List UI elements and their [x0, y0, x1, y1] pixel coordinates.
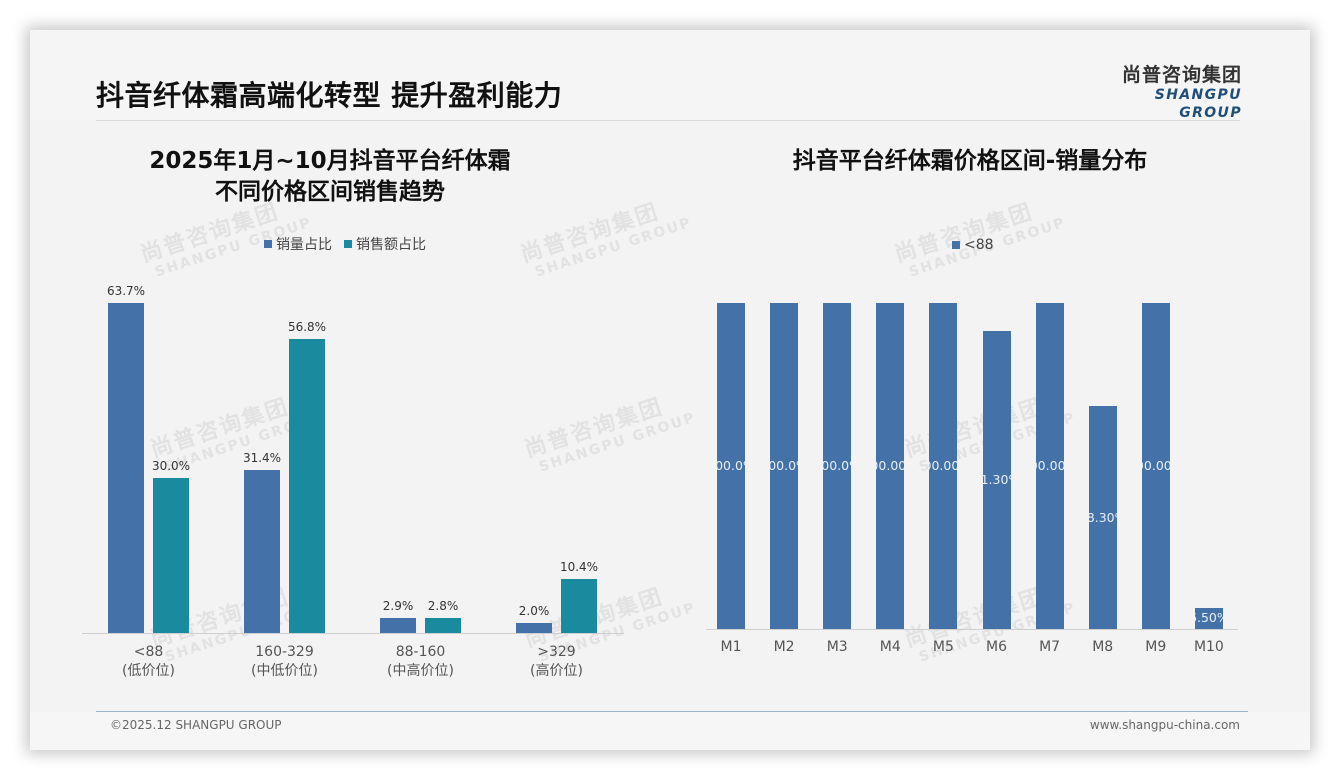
data-label-clip: 100.00% — [1142, 458, 1170, 476]
right-bar-chart: 100.0% M1 100.0% M2 100.0% M3 100.00% M4 100.00%… — [30, 30, 1310, 710]
legend-label: <88 — [964, 237, 994, 253]
bar-sales[interactable] — [153, 477, 189, 633]
header-band — [30, 30, 1310, 120]
bar-lt88[interactable] — [1141, 303, 1170, 629]
category-name: 88-160 — [395, 644, 446, 660]
bar-volume[interactable] — [244, 470, 280, 633]
category-sublabel: (中高价位) — [387, 663, 454, 679]
x-axis-line — [82, 633, 624, 634]
bar-sales[interactable] — [289, 338, 325, 633]
data-label: 10.4% — [559, 560, 599, 575]
data-label: 2.9% — [382, 598, 414, 613]
data-label-clip: 100.0% — [823, 458, 851, 476]
category-sublabel: (高价位) — [530, 663, 583, 679]
legend-swatch-icon — [952, 241, 960, 249]
data-label-clip: 91.30% — [983, 472, 1011, 490]
data-label: 30.0% — [151, 458, 191, 473]
bar-volume[interactable] — [516, 622, 552, 633]
footer-copyright: ©2025.12 SHANGPU GROUP — [110, 718, 282, 732]
data-label: 100.0% — [770, 458, 798, 473]
bar-lt88[interactable] — [770, 303, 799, 629]
bar-volume[interactable] — [108, 303, 144, 633]
data-label: 68.30% — [1088, 509, 1117, 525]
footer-website: www.shangpu-china.com — [1089, 718, 1240, 732]
data-label: 100.0% — [823, 458, 851, 473]
category-name: 160-329 — [255, 644, 314, 660]
bar-lt88[interactable] — [823, 303, 852, 629]
x-axis-category-label: M6 — [986, 639, 1007, 655]
bar-lt88[interactable] — [1088, 406, 1117, 629]
legend-item-lt88: <88 — [952, 237, 994, 253]
bar-lt88[interactable] — [1035, 303, 1064, 629]
x-axis-category-label: >329 (高价位) — [497, 643, 617, 681]
bar-volume[interactable] — [380, 617, 416, 633]
data-label-clip: 100.00% — [876, 458, 904, 476]
x-axis-category-label: 160-329 (中低价位) — [225, 643, 345, 681]
category-name: >329 — [537, 644, 576, 660]
x-axis-category-label: M3 — [826, 639, 848, 655]
left-chart-legend: 销量占比 销售额占比 — [264, 234, 426, 254]
data-label: 100.00% — [929, 458, 958, 473]
data-label: 56.8% — [287, 319, 327, 334]
bar-lt88[interactable] — [876, 303, 905, 629]
category-sublabel: (低价位) — [122, 663, 175, 679]
logo-cn: 尚普咨询集团 — [1121, 64, 1242, 86]
data-label: 2.8% — [427, 599, 459, 614]
x-axis-category-label: M8 — [1092, 639, 1114, 655]
x-axis-category-label: M9 — [1145, 639, 1167, 655]
legend-label: 销售额占比 — [356, 237, 426, 253]
x-axis-category-label: <88 (低价位) — [89, 643, 209, 681]
legend-label: 销量占比 — [276, 237, 332, 253]
data-label-clip: 100.0% — [770, 458, 798, 476]
slide: 抖音纤体霜高端化转型 提升盈利能力 尚普咨询集团 SHANGPU GROUP 尚… — [30, 30, 1310, 750]
bar-lt88[interactable] — [1194, 607, 1223, 629]
x-axis-category-label: M4 — [879, 639, 901, 655]
company-logo: 尚普咨询集团 SHANGPU GROUP — [1088, 64, 1242, 122]
bar-sales[interactable] — [561, 579, 597, 633]
data-label: 100.00% — [876, 458, 905, 473]
data-label: 91.30% — [982, 472, 1011, 488]
left-chart-title-line2: 不同价格区间销售趋势 — [215, 179, 445, 205]
legend-swatch-icon — [344, 240, 352, 248]
footer-divider — [96, 711, 1248, 712]
data-label: 6.50% — [1195, 610, 1223, 626]
x-axis-category-label: 88-160 (中高价位) — [361, 643, 481, 681]
data-label: 2.0% — [518, 603, 550, 618]
footer-band — [30, 712, 1310, 750]
category-name: <88 — [133, 644, 164, 660]
bar-lt88[interactable] — [717, 303, 745, 629]
bar-lt88[interactable] — [929, 303, 958, 629]
category-sublabel: (中低价位) — [251, 663, 318, 679]
data-label-clip: 100.00% — [1036, 458, 1064, 476]
header-divider — [96, 120, 1240, 121]
data-label-clip: 6.50% — [1195, 610, 1223, 628]
right-chart-title: 抖音平台纤体霜价格区间-销量分布 — [792, 148, 1148, 174]
data-label: 100.00% — [1036, 458, 1064, 473]
left-bar-chart: 63.7% 30.0% <88 (低价位) 31.4% 56.8% 160-329 (中低价位… — [30, 30, 670, 710]
left-chart-title: 2025年1月~10月抖音平台纤体霜 不同价格区间销售趋势 — [120, 146, 540, 208]
legend-item-volume: 销量占比 — [264, 234, 332, 254]
x-axis-category-label: M2 — [773, 639, 795, 655]
x-axis-category-label: M5 — [932, 639, 954, 655]
data-label-clip: 68.30% — [1089, 510, 1117, 528]
bar-lt88[interactable] — [982, 331, 1011, 629]
data-label-clip: 100.0% — [717, 458, 745, 476]
legend-swatch-icon — [264, 240, 272, 248]
data-label: 63.7% — [106, 284, 146, 298]
data-label: 31.4% — [242, 451, 282, 466]
page-title: 抖音纤体霜高端化转型 提升盈利能力 — [96, 79, 563, 112]
x-axis-category-label: M7 — [1039, 639, 1061, 655]
legend-item-sales: 销售额占比 — [344, 234, 426, 254]
bar-sales[interactable] — [425, 618, 461, 633]
x-axis-category-label: M1 — [720, 639, 742, 655]
right-chart-legend: <88 — [952, 237, 994, 253]
x-axis-line — [706, 629, 1238, 630]
x-axis-category-label: M10 — [1193, 639, 1224, 655]
left-chart-title-line1: 2025年1月~10月抖音平台纤体霜 — [149, 148, 511, 174]
data-label: 100.0% — [717, 458, 745, 473]
data-label-clip: 100.00% — [929, 458, 957, 476]
logo-en: SHANGPU GROUP — [1154, 87, 1242, 121]
data-label: 100.00% — [1142, 458, 1170, 473]
